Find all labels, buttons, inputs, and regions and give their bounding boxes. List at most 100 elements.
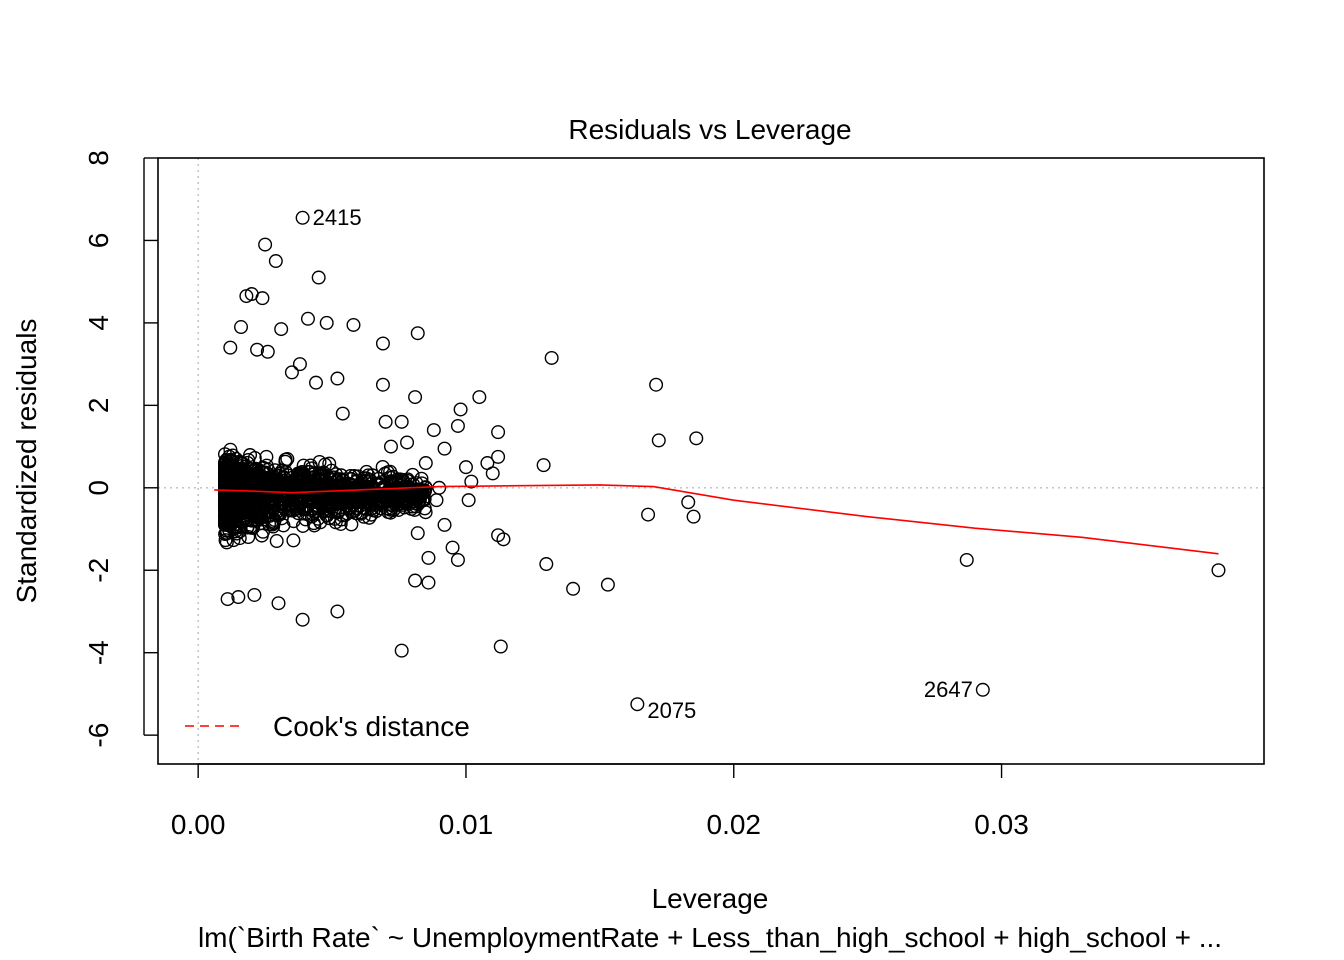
data-point [458,460,473,475]
data-point [450,418,465,433]
data-point [261,471,276,486]
data-point [262,516,277,531]
data-point [234,320,249,335]
data-point [255,291,270,306]
data-point [408,573,423,588]
x-axis-label: Leverage [652,883,769,914]
data-point [306,501,321,516]
data-point [278,454,293,469]
data-point [220,592,235,607]
data-point [496,532,511,547]
point-annotations: 2415 2075 2647 [313,205,973,723]
data-point [289,480,304,495]
data-point [1211,563,1226,578]
data-point [276,518,291,533]
data-point [250,342,265,357]
data-point [218,533,233,548]
data-point [344,517,359,532]
y-tick-label: 2 [83,398,114,414]
data-point [383,439,398,454]
data-point [269,534,284,549]
data-point [544,350,559,365]
data-point [323,488,338,503]
data-point [418,456,433,471]
data-point [295,210,310,225]
model-formula-subtitle: lm(`Birth Rate` ~ UnemploymentRate + Les… [198,922,1222,953]
data-point [274,322,289,337]
data-point [227,459,242,474]
data-point [394,414,409,429]
data-point [231,590,246,605]
data-point [343,471,358,486]
y-tick-label: -2 [83,558,114,583]
data-point [975,682,990,697]
y-tick-label: 8 [83,150,114,166]
point-label-2075: 2075 [647,698,696,723]
data-point [260,497,275,512]
data-point [260,344,275,359]
data-point [219,503,234,518]
data-point [421,575,436,590]
data-point [259,449,274,464]
data-point [450,552,465,567]
data-point [217,497,232,512]
data-point [566,581,581,596]
data-point [630,697,645,712]
data-point [394,643,409,658]
data-point [244,480,259,495]
data-point [330,371,345,386]
data-points [217,210,1226,712]
data-point [271,596,286,611]
data-point [311,270,326,285]
data-point [309,375,324,390]
data-point [415,493,430,508]
data-point [295,612,310,627]
data-point [260,479,275,494]
data-point [453,402,468,417]
data-point [284,365,299,380]
data-point [539,557,554,572]
data-point [681,495,696,510]
point-label-2415: 2415 [313,205,362,230]
data-point [219,535,234,550]
smooth-line [214,484,1219,555]
data-point [491,449,506,464]
data-point [485,466,500,481]
point-label-2647: 2647 [924,677,973,702]
data-point [959,552,974,567]
data-point [223,340,238,355]
data-point [405,481,420,496]
legend: Cook's distance [185,711,470,742]
data-point [383,470,398,485]
data-point [346,317,361,332]
data-point [218,488,233,503]
y-tick-label: -4 [83,640,114,665]
data-point [689,431,704,446]
data-point [252,497,267,512]
data-point [280,452,295,467]
data-point [426,423,441,438]
y-tick-label: 0 [83,480,114,496]
data-point [464,474,479,489]
data-point [313,467,328,482]
data-point [243,519,258,534]
data-point [247,482,262,497]
data-point [221,513,236,528]
data-point [247,463,262,478]
x-tick-label: 0.02 [707,809,762,840]
data-point [408,390,423,405]
data-point [244,520,259,535]
data-point [461,493,476,508]
data-point [641,507,656,522]
data-point [322,456,337,471]
data-point [328,515,343,530]
data-point [472,390,487,405]
data-point [244,506,259,521]
data-point [378,414,393,429]
data-point [536,458,551,473]
legend-cooks-distance-label: Cook's distance [273,711,470,742]
y-axis-label: Standardized residuals [11,319,42,604]
data-point [278,502,293,517]
data-point [382,485,397,500]
